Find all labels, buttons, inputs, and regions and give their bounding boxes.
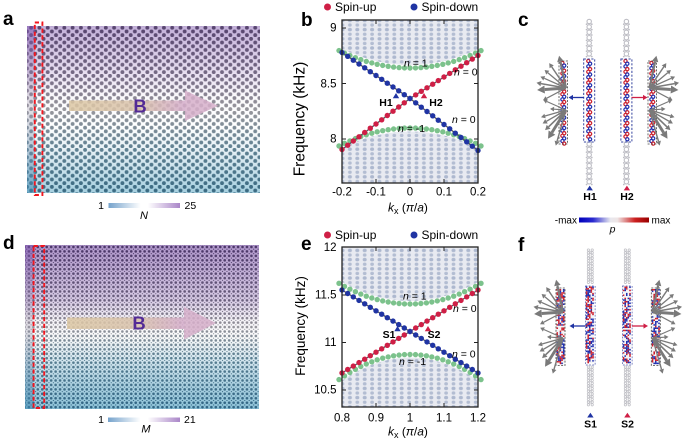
svg-text:B: B [132,313,145,334]
svg-text:12: 12 [324,242,337,254]
svg-text:H2: H2 [620,191,634,203]
svg-text:11.5: 11.5 [315,290,337,302]
svg-text:0.9: 0.9 [368,413,384,425]
svg-text:M: M [141,424,151,436]
svg-text:c: c [518,10,529,31]
svg-text:n = 1: n = 1 [404,58,428,70]
svg-text:n = 0: n = 0 [452,349,476,361]
svg-text:1.1: 1.1 [436,413,452,425]
svg-text:10.5: 10.5 [314,385,336,397]
svg-text:S2: S2 [428,329,441,341]
svg-text:8: 8 [330,134,336,146]
svg-text:kx (π/a): kx (π/a) [388,425,428,441]
svg-text:n = 1: n = 1 [403,291,427,303]
svg-text:f: f [518,235,525,256]
svg-text:-0.2: -0.2 [332,187,352,199]
svg-text:p: p [609,224,616,236]
svg-text:Spin-down: Spin-down [422,0,479,14]
svg-text:8.5: 8.5 [321,79,337,91]
svg-text:-max: -max [555,216,577,227]
svg-text:1.2: 1.2 [470,413,486,425]
svg-text:0.2: 0.2 [470,187,486,199]
svg-text:H2: H2 [429,97,443,109]
svg-text:a: a [3,9,14,30]
svg-text:0.1: 0.1 [436,187,452,199]
svg-text:1: 1 [98,414,104,426]
svg-text:H1: H1 [379,97,393,109]
svg-text:0.8: 0.8 [334,413,350,425]
svg-text:n = -1: n = -1 [398,123,425,135]
svg-text:1: 1 [98,200,104,212]
svg-text:max: max [652,216,671,227]
svg-text:Spin-down: Spin-down [422,228,479,242]
svg-text:b: b [301,10,313,31]
svg-text:S2: S2 [621,419,634,431]
svg-text:S1: S1 [383,329,396,341]
svg-text:-0.1: -0.1 [366,187,386,199]
svg-text:n = 0: n = 0 [454,67,478,79]
svg-text:n = 0: n = 0 [453,303,477,315]
svg-text:Frequency (kHz): Frequency (kHz) [293,276,308,376]
svg-text:N: N [140,210,148,222]
svg-text:n = -1: n = -1 [399,356,426,368]
svg-text:Spin-up: Spin-up [335,0,377,14]
svg-text:B: B [133,96,146,117]
svg-text:S1: S1 [584,419,597,431]
svg-text:21: 21 [184,414,196,426]
svg-text:0: 0 [407,187,413,199]
svg-text:d: d [3,233,15,254]
svg-text:H1: H1 [583,191,597,203]
svg-text:kx (π/a): kx (π/a) [388,201,428,217]
svg-text:1: 1 [407,413,413,425]
svg-text:11: 11 [325,337,337,349]
svg-text:9: 9 [330,23,336,35]
svg-text:e: e [301,234,312,255]
svg-text:n = 0: n = 0 [452,114,476,126]
svg-text:Frequency (kHz): Frequency (kHz) [292,62,309,177]
svg-text:25: 25 [185,200,197,212]
svg-text:Spin-up: Spin-up [335,228,377,242]
